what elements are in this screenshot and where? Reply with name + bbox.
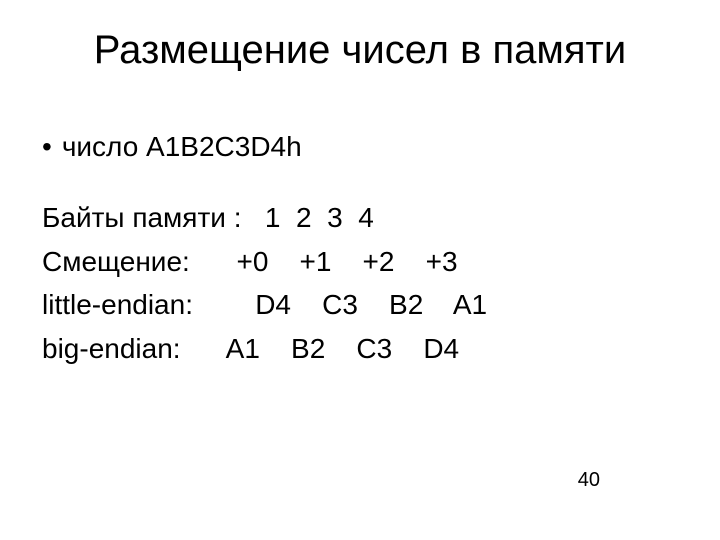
line-big-endian: big-endian: A1 B2 C3 D4: [42, 327, 487, 370]
page-number: 40: [578, 469, 600, 492]
bullet-item: • число A1B2C3D4h: [42, 125, 487, 168]
bullet-text: число A1B2C3D4h: [62, 131, 302, 162]
bullet-dot-icon: •: [42, 133, 52, 161]
line-little-endian: little-endian: D4 C3 B2 A1: [42, 283, 487, 326]
line-offset: Смещение: +0 +1 +2 +3: [42, 240, 487, 283]
slide: Размещение чисел в памяти • число A1B2C3D…: [0, 0, 720, 540]
slide-body: •число A1B2C3D4h Байты памяти : 1 2 3 4 …: [42, 125, 487, 370]
line-memory-bytes: Байты памяти : 1 2 3 4: [42, 196, 487, 239]
slide-title: Размещение чисел в памяти: [0, 28, 720, 73]
